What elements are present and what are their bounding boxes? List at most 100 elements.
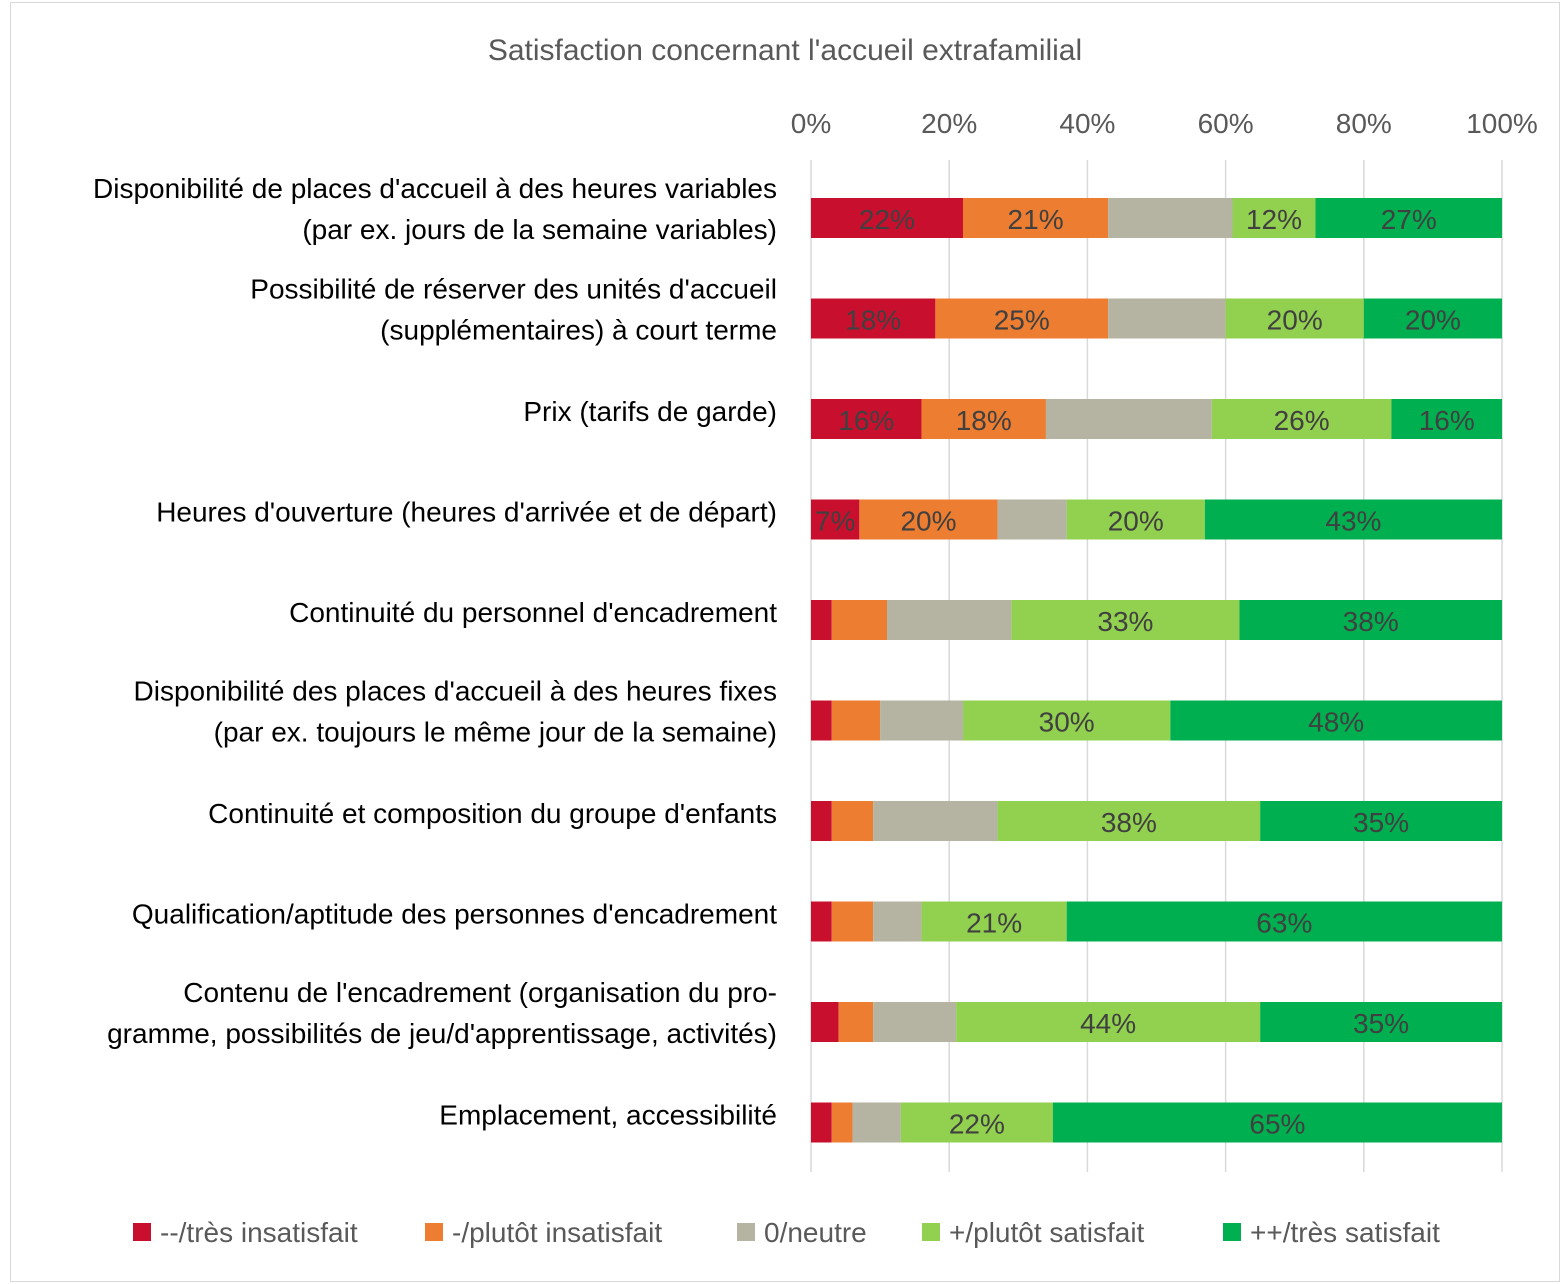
bar-segment [921,399,1046,439]
bar-segment [873,801,998,841]
bar-segment [811,600,832,640]
data-label: 35% [1353,807,1409,838]
bar-segment [1066,499,1205,540]
bar-segment [1108,198,1233,238]
bar-segment [1232,198,1316,238]
data-label: 16% [838,405,894,436]
category-label: Prix (tarifs de garde) [523,396,777,427]
x-tick-label: 40% [1059,108,1115,139]
bar-segment [811,801,832,841]
data-label: 20% [900,506,956,537]
data-label: 12% [1246,204,1302,235]
data-label: 63% [1256,908,1312,939]
bar-segment [1045,399,1212,439]
bar-segment [859,499,998,540]
bar-segment [811,700,832,741]
data-label: 48% [1308,707,1364,738]
bar-segment [811,198,964,238]
bar-segment [811,399,922,439]
bar-segment [831,700,881,741]
bar-segment [811,901,832,942]
bar-segment [1052,1102,1502,1143]
category-label: Possibilité de réserver des unités d'acc… [250,274,777,305]
data-label: 20% [1267,305,1323,336]
x-tick-label: 100% [1466,108,1538,139]
bar-segment [873,901,922,942]
category-label: Qualification/aptitude des personnes d'e… [132,899,777,930]
category-label: (par ex. toujours le même jour de la sem… [214,717,777,748]
legend-swatch [425,1223,443,1241]
bar-segment [811,1102,832,1143]
x-tick-label: 80% [1336,108,1392,139]
bar-segment [838,1002,874,1042]
category-label: Continuité et composition du groupe d'en… [208,798,777,829]
bar-segment [831,901,874,942]
legend-label: --/très insatisfait [160,1217,358,1248]
bar-segment [1108,298,1226,339]
bar-segment [900,1102,1053,1143]
bar-segment [963,198,1109,238]
bar-segment [880,700,964,741]
data-label: 38% [1101,807,1157,838]
category-label: gramme, possibilités de jeu/d'apprentiss… [107,1018,777,1049]
data-label: 20% [1405,305,1461,336]
bar-segment [1225,298,1364,339]
x-tick-label: 20% [921,108,977,139]
data-label: 18% [956,405,1012,436]
legend-swatch [133,1223,151,1241]
data-label: 26% [1274,405,1330,436]
category-label: Disponibilité des places d'accueil à des… [134,676,777,707]
bar-segment [997,801,1261,841]
bar-segment [831,1102,853,1143]
bar-segment [1260,1002,1502,1042]
bar-segment [811,499,860,540]
bar-segment [935,298,1109,339]
bar-segment [831,801,874,841]
category-label: Contenu de l'encadrement (organisation d… [183,977,777,1008]
bar-segment [1011,600,1240,640]
data-label: 21% [966,908,1022,939]
data-label: 38% [1343,606,1399,637]
category-label: Disponibilité de places d'accueil à des … [93,173,777,204]
bar-segment [1170,700,1502,741]
legend-label: -/plutôt insatisfait [452,1217,662,1248]
data-label: 22% [949,1109,1005,1140]
bar-segment [873,1002,957,1042]
legend-swatch [922,1223,940,1241]
category-label: Continuité du personnel d'encadrement [289,597,777,628]
data-label: 44% [1080,1008,1136,1039]
legend-swatch [1223,1223,1241,1241]
category-label: Emplacement, accessibilité [439,1100,777,1131]
bar-segment [852,1102,901,1143]
legend-swatch [737,1223,755,1241]
bar-segment [811,298,936,339]
x-tick-label: 60% [1198,108,1254,139]
data-label: 21% [1008,204,1064,235]
category-label: (par ex. jours de la semaine variables) [302,214,777,245]
data-label: 27% [1381,204,1437,235]
data-label: 35% [1353,1008,1409,1039]
bar-segment [831,600,888,640]
bar-segment [956,1002,1261,1042]
bar-segment [1363,298,1502,339]
bar-segment [1204,499,1502,540]
bar-segment [1066,901,1502,942]
category-label: Heures d'ouverture (heures d'arrivée et … [156,497,777,528]
bar-segment [811,1002,839,1042]
bar-segment [1211,399,1392,439]
data-label: 43% [1325,506,1381,537]
bar-segment [1391,399,1502,439]
data-label: 65% [1249,1109,1305,1140]
category-label: (supplémentaires) à court terme [380,315,777,346]
bar-segment [963,700,1171,741]
bar-segment [997,499,1067,540]
data-label: 22% [859,204,915,235]
legend-label: ++/très satisfait [1250,1217,1440,1248]
bar-segment [1239,600,1502,640]
x-tick-label: 0% [791,108,831,139]
data-label: 16% [1419,405,1475,436]
data-label: 30% [1039,707,1095,738]
bar-segment [1260,801,1502,841]
bar-segment [1315,198,1502,238]
